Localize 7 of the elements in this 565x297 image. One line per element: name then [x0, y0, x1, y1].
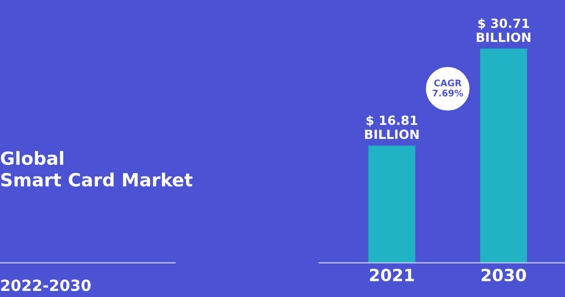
data-label: $ 30.71 BILLION [476, 18, 530, 42]
text: 2022-2030 [1, 280, 91, 292]
x-tick-label: 2021 [370, 268, 414, 282]
x-tick-label: 2030 [482, 268, 526, 282]
text: Global Smart Card Market [0, 151, 192, 187]
data-label: $ 16.81 BILLION [365, 115, 419, 139]
annotation: CAGR 7.69% [432, 80, 464, 96]
